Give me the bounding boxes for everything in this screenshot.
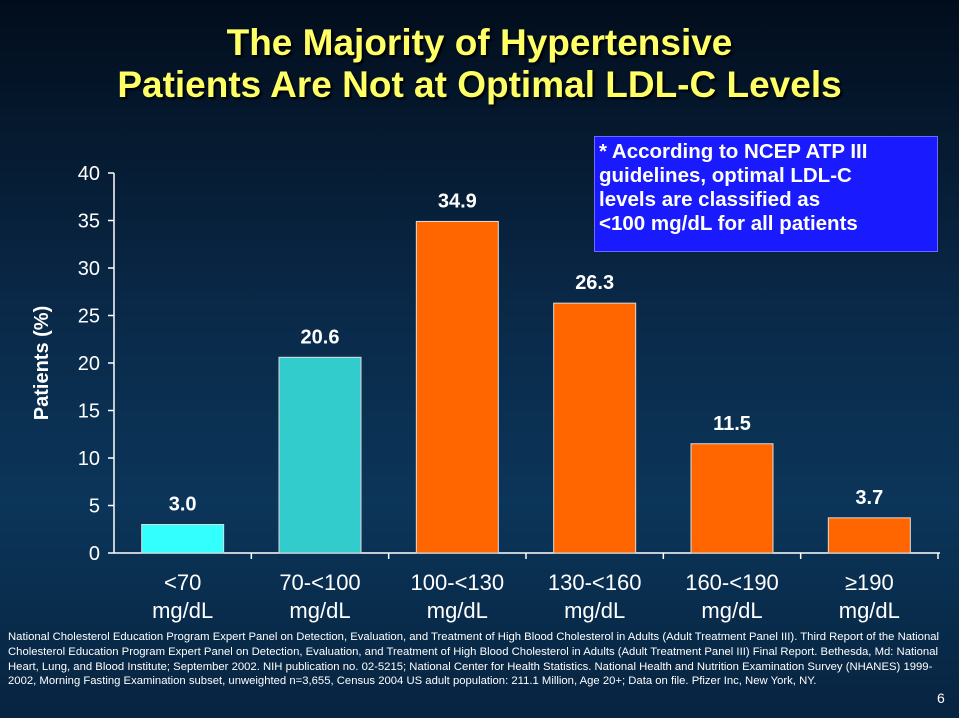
y-tick-label: 0	[89, 543, 100, 565]
x-category-label: mg/dL	[152, 598, 213, 623]
bar-value-label: 11.5	[713, 413, 751, 435]
reference-footnote: National Cholesterol Education Program E…	[8, 631, 940, 688]
title-line-2: Patients Are Not at Optimal LDL-C Levels	[117, 64, 842, 105]
ldl-guideline-note: * According to NCEP ATP III guidelines, …	[594, 136, 938, 252]
bar-value-label: 20.6	[301, 326, 340, 348]
slide-title: The Majority of Hypertensive Patients Ar…	[0, 22, 959, 106]
y-tick-label: 10	[78, 448, 100, 470]
slide-number: 6	[937, 690, 945, 706]
bar	[827, 517, 911, 554]
x-category-label: mg/dL	[839, 598, 900, 623]
bar	[278, 356, 362, 554]
x-category-label: 130-<160	[548, 570, 642, 595]
x-category-label: mg/dL	[289, 598, 350, 623]
x-category-label: mg/dL	[701, 598, 762, 623]
x-category-label: ≥190	[845, 570, 894, 595]
y-tick-label: 40	[78, 163, 100, 185]
x-category-label: mg/dL	[427, 598, 488, 623]
bar	[415, 220, 499, 554]
x-category-label: mg/dL	[564, 598, 625, 623]
bar-chart: 0 5 10 15 20 25 30 35 40 Patients (%) 3.0 <70 mg/dL 2…	[31, 163, 911, 623]
bar-value-label: 34.9	[438, 190, 477, 212]
y-tick-label: 35	[78, 211, 100, 233]
y-tick-label: 20	[78, 353, 100, 375]
bar	[690, 443, 774, 554]
bar-value-label: 3.7	[855, 487, 883, 509]
y-axis-title: Patients (%)	[31, 306, 53, 420]
bar	[553, 302, 637, 554]
title-line-1: The Majority of Hypertensive	[226, 22, 733, 63]
bar-value-label: 3.0	[169, 494, 197, 516]
y-tick-label: 25	[78, 306, 100, 328]
bar	[141, 524, 225, 554]
x-category-label: <70	[164, 570, 201, 595]
x-category-label: 70-<100	[279, 570, 360, 595]
y-tick-label: 30	[78, 258, 100, 280]
y-tick-label: 15	[78, 401, 100, 423]
x-category-label: 100-<130	[411, 570, 505, 595]
bar-value-label: 26.3	[575, 272, 614, 294]
x-category-label: 160-<190	[685, 570, 779, 595]
y-tick-label: 5	[89, 496, 100, 518]
